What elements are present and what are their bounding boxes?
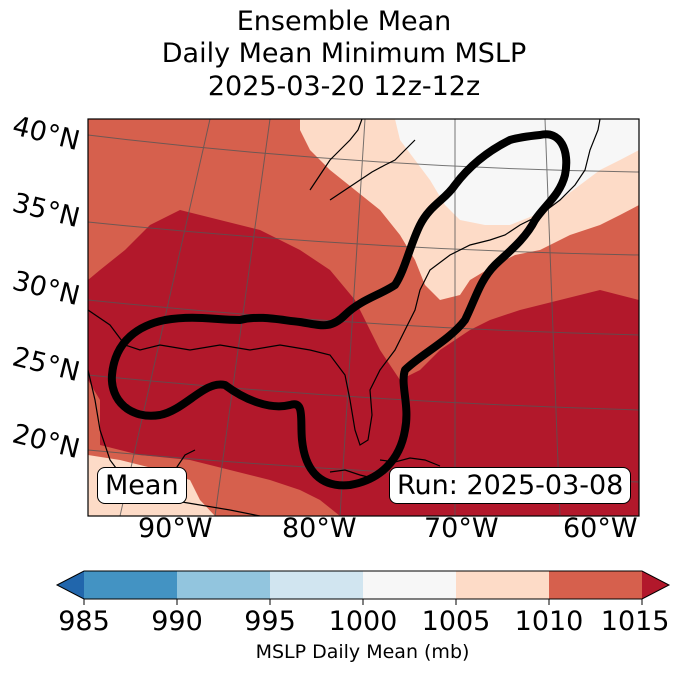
colorbar-tick-1005: 1005 <box>421 606 491 637</box>
map-frame <box>87 118 640 517</box>
lon-label-60w: 60°W <box>563 513 638 544</box>
lon-label-70w: 70°W <box>424 513 499 544</box>
colorbar-label: MSLP Daily Mean (mb) <box>255 641 470 663</box>
lon-label-90w: 90°W <box>138 513 213 544</box>
colorbar-tick-985: 985 <box>58 606 110 637</box>
colorbar-extend-high <box>642 571 669 599</box>
colorbar-segment-995-1000 <box>270 571 363 599</box>
colorbar-segment-1010-1015 <box>549 571 642 599</box>
mean-label-box: Mean <box>97 467 187 504</box>
colorbar-segment-985-990 <box>84 571 177 599</box>
colorbar-tick-1000: 1000 <box>328 606 398 637</box>
colorbar-segment-990-995 <box>177 571 270 599</box>
map-area <box>88 119 639 516</box>
colorbar-tick-1015: 1015 <box>600 606 670 637</box>
colorbar-segment-1005-1010 <box>456 571 549 599</box>
minimum-pressure-outline <box>107 130 571 490</box>
lon-label-80w: 80°W <box>282 513 357 544</box>
colorbar <box>55 570 671 605</box>
run-date-box: Run: 2025-03-08 <box>389 467 632 504</box>
colorbar-tick-990: 990 <box>151 606 203 637</box>
colorbar-tick-995: 995 <box>244 606 296 637</box>
pressure-fill-1000-1005 <box>395 119 639 225</box>
title-line-2: Daily Mean Minimum MSLP <box>161 38 527 69</box>
colorbar-segment-1000-1005 <box>363 571 456 599</box>
title-line-3: 2025-03-20 12z-12z <box>207 71 481 102</box>
title-line-1: Ensemble Mean <box>236 6 452 37</box>
colorbar-extend-low <box>57 571 84 599</box>
colorbar-tick-1010: 1010 <box>514 606 584 637</box>
